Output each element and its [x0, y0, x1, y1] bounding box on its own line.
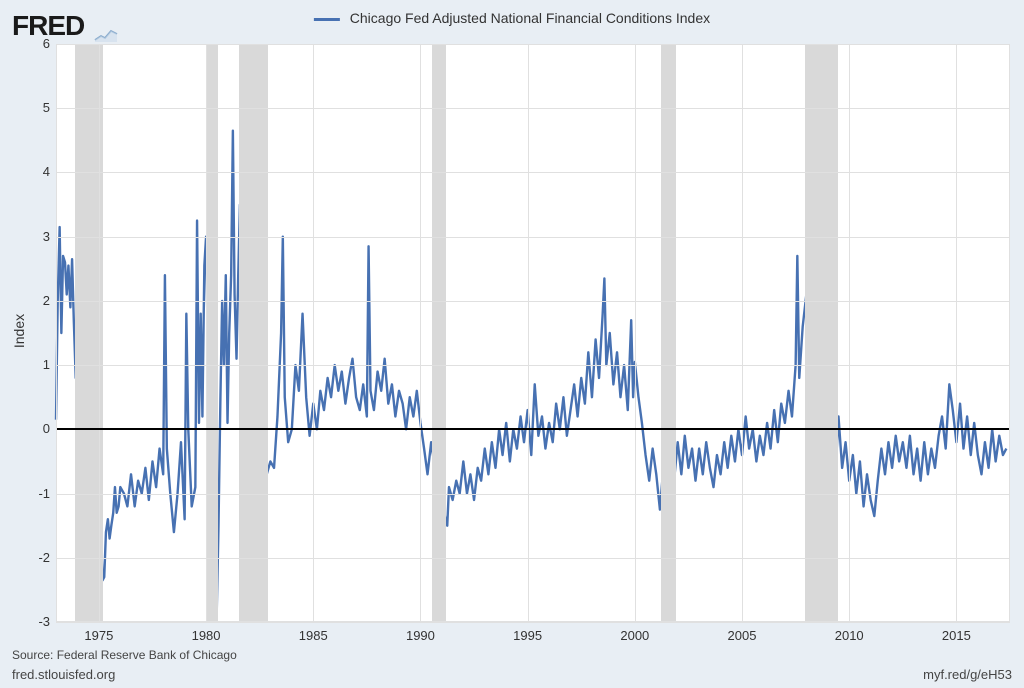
y-tick-label: 0 [20, 421, 50, 436]
x-tick-label: 2015 [936, 628, 976, 643]
x-tick-label: 2010 [829, 628, 869, 643]
x-tick-label: 2000 [615, 628, 655, 643]
y-tick-label: 1 [20, 357, 50, 372]
recession-band [239, 44, 268, 622]
chart-container: FRED Chicago Fed Adjusted National Finan… [0, 0, 1024, 688]
gridline-v [849, 44, 850, 622]
gridline-v [206, 44, 207, 622]
source-text: Source: Federal Reserve Bank of Chicago [12, 648, 237, 662]
gridline-h [56, 494, 1010, 495]
gridline-h [56, 622, 1010, 623]
recession-band [207, 44, 218, 622]
x-tick-label: 2005 [722, 628, 762, 643]
gridline-v [313, 44, 314, 622]
recession-band [661, 44, 676, 622]
gridline-v [528, 44, 529, 622]
footer-left: fred.stlouisfed.org [12, 667, 115, 682]
gridline-h [56, 237, 1010, 238]
y-tick-label: 5 [20, 100, 50, 115]
y-tick-label: 4 [20, 164, 50, 179]
gridline-h [56, 365, 1010, 366]
y-tick-label: 6 [20, 36, 50, 51]
y-tick-label: 3 [20, 229, 50, 244]
x-tick-label: 1975 [79, 628, 119, 643]
y-tick-label: 2 [20, 293, 50, 308]
gridline-h [56, 172, 1010, 173]
gridline-h [56, 301, 1010, 302]
y-tick-label: -3 [20, 614, 50, 629]
x-tick-label: 1985 [293, 628, 333, 643]
gridline-h [56, 108, 1010, 109]
y-tick-label: -2 [20, 550, 50, 565]
gridline-v [742, 44, 743, 622]
x-tick-label: 1995 [508, 628, 548, 643]
y-tick-label: -1 [20, 486, 50, 501]
zero-line [56, 428, 1010, 430]
recession-band [805, 44, 838, 622]
gridline-h [56, 558, 1010, 559]
data-line-svg [0, 0, 1024, 688]
x-tick-label: 1980 [186, 628, 226, 643]
series-line [56, 60, 1006, 609]
gridline-v [635, 44, 636, 622]
gridline-v [420, 44, 421, 622]
gridline-v [99, 44, 100, 622]
gridline-v [956, 44, 957, 622]
recession-band [432, 44, 446, 622]
gridline-h [56, 44, 1010, 45]
x-tick-label: 1990 [400, 628, 440, 643]
footer-right: myf.red/g/eH53 [923, 667, 1012, 682]
